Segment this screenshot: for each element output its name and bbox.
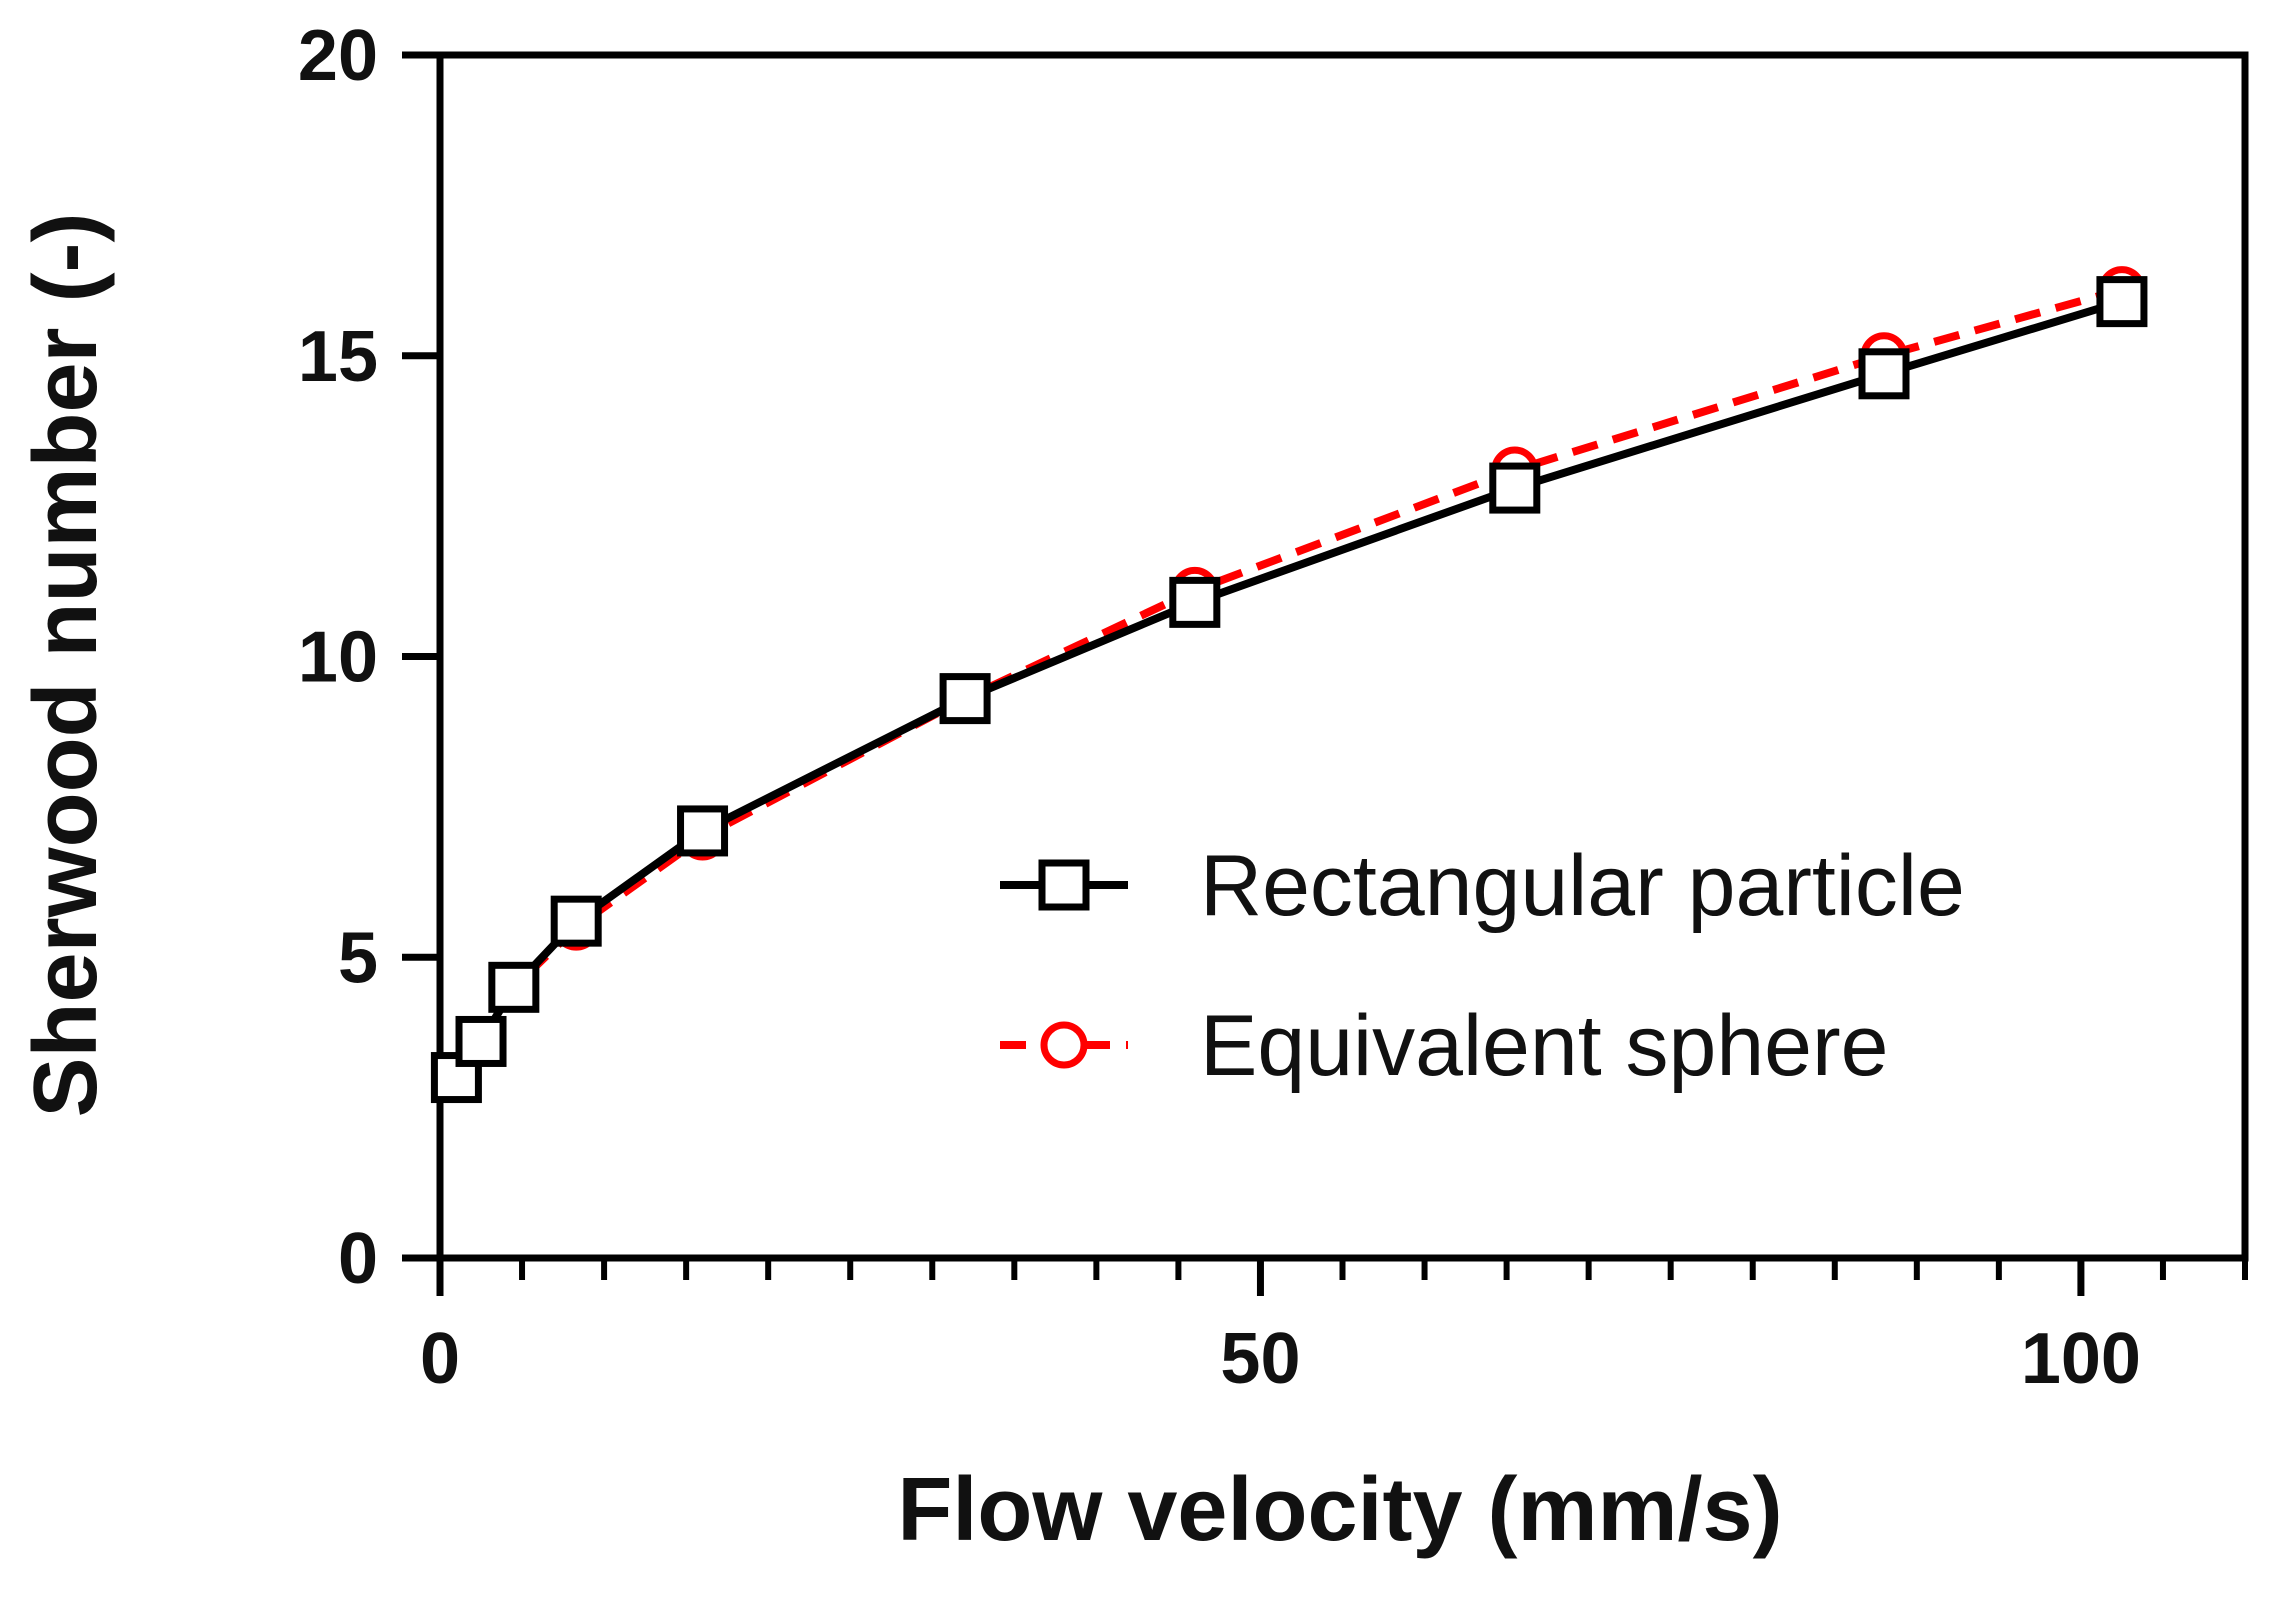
series-line-rectangular-particle bbox=[453, 297, 2124, 1080]
data-point-rectangular-particle bbox=[677, 805, 729, 857]
axes-layer: 0 50 100 0 5 10 15 20 bbox=[298, 16, 2249, 1399]
legend-square-marker bbox=[1038, 859, 1090, 911]
data-point-rectangular-particle bbox=[1489, 462, 1541, 514]
legend-entry-equivalent-sphere: Equivalent sphere bbox=[1000, 998, 1888, 1094]
x-tick-label: 50 bbox=[1220, 1319, 1300, 1399]
y-tick-label: 0 bbox=[338, 1219, 378, 1299]
y-tick-label: 10 bbox=[298, 618, 378, 698]
data-point-rectangular-particle bbox=[455, 1015, 507, 1067]
legend-circle-marker bbox=[1040, 1021, 1088, 1069]
series-layer bbox=[430, 266, 2148, 1104]
y-tick-label: 15 bbox=[298, 317, 378, 397]
legend-entry-rectangular-particle: Rectangular particle bbox=[1000, 838, 1965, 934]
x-axis-title: Flow velocity (mm/s) bbox=[897, 1460, 1782, 1560]
legend-label: Rectangular particle bbox=[1200, 838, 1965, 934]
series-line-equivalent-sphere bbox=[453, 285, 2123, 1080]
x-tick-label: 100 bbox=[2021, 1319, 2141, 1399]
x-tick-label: 0 bbox=[420, 1319, 460, 1399]
data-point-rectangular-particle bbox=[550, 895, 602, 947]
data-point-rectangular-particle bbox=[1169, 576, 1221, 628]
y-tick-label: 5 bbox=[338, 918, 378, 998]
y-axis-title: Sherwood number (-) bbox=[16, 213, 116, 1118]
data-point-rectangular-particle bbox=[488, 961, 540, 1013]
data-point-rectangular-particle bbox=[2096, 276, 2148, 328]
data-point-rectangular-particle bbox=[1858, 348, 1910, 400]
y-tick-label: 20 bbox=[298, 16, 378, 96]
legend: Rectangular particle Equivalent sphere bbox=[1000, 838, 1965, 1094]
data-point-rectangular-particle bbox=[939, 673, 991, 725]
legend-label: Equivalent sphere bbox=[1200, 998, 1888, 1094]
